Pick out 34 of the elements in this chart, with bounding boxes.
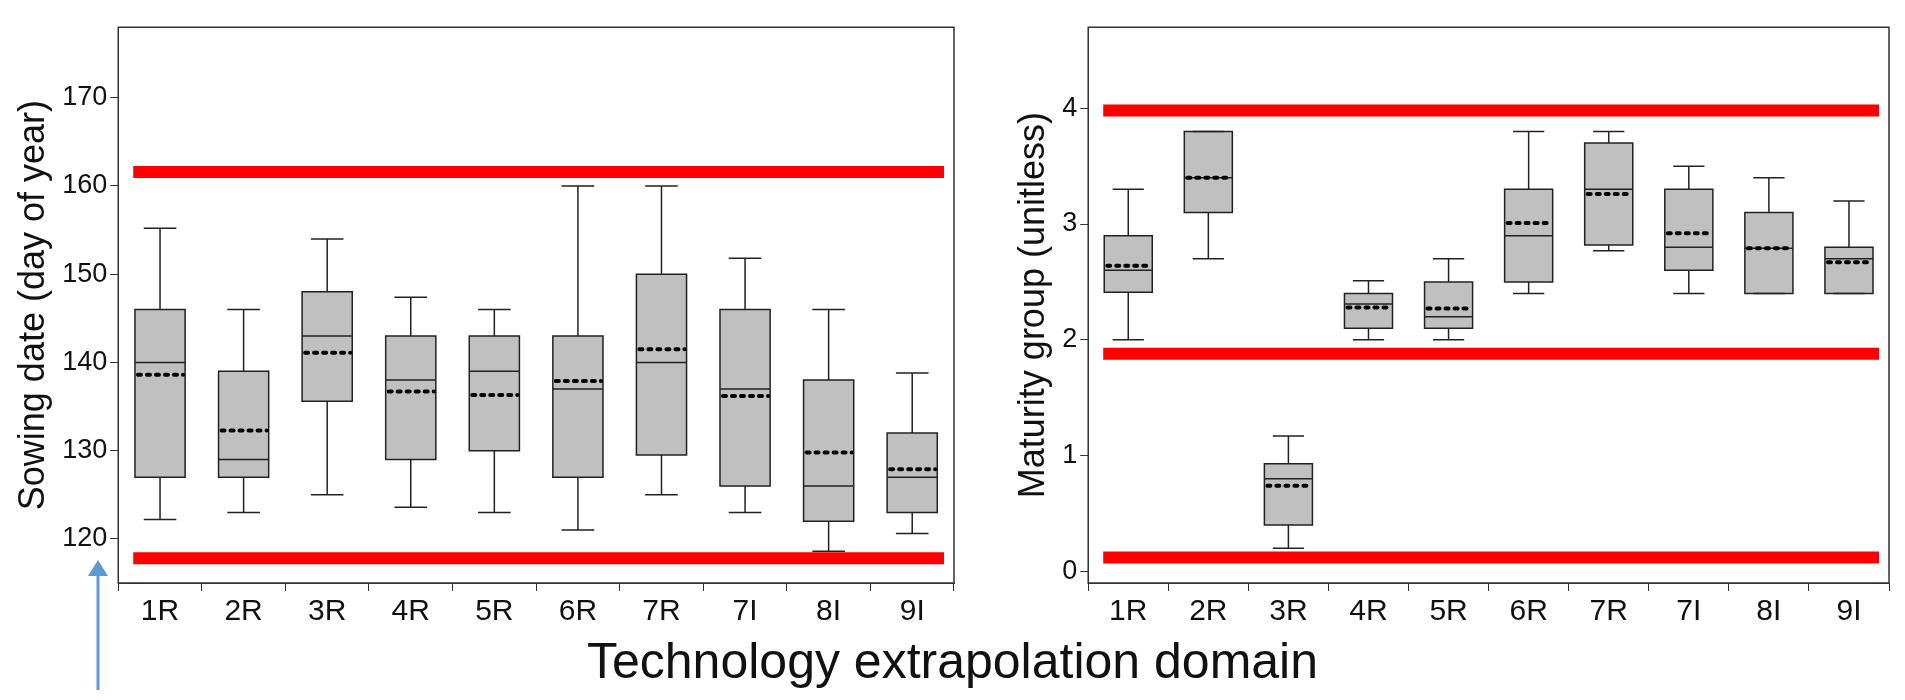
y-tick-label: 170 [62,81,108,112]
y-tick-label: 1 [1062,439,1078,470]
x-tick-label: 3R [308,593,347,627]
x-tick-label: 8I [1756,593,1782,627]
x-tick-label: 7I [732,593,758,627]
y-tick-label: 140 [62,345,108,376]
x-tick-label: 5R [1429,593,1468,627]
y-tick-label: 2 [1062,323,1078,354]
x-tick-label: 2R [224,593,263,627]
y-axis-title: Sowing date (day of year) [10,99,52,511]
x-tick-label: 6R [1509,593,1548,627]
x-tick-label: 4R [1349,593,1388,627]
y-tick-label: 160 [62,169,108,200]
x-tick-label: 9I [1836,593,1862,627]
y-tick-label: 120 [62,522,108,553]
x-tick-label: 1R [140,593,180,627]
x-tick-label: 7I [1676,593,1702,627]
y-axis-title: Maturity group (unitless) [1010,112,1052,499]
x-axis-title: Technology extrapolation domain [586,632,1319,691]
x-tick-label: 3R [1269,593,1308,627]
x-tick-label: 7R [642,593,681,627]
x-tick-label: 1R [1109,593,1148,627]
x-tick-label: 9I [899,593,925,627]
x-tick-label: 7R [1589,593,1628,627]
x-tick-label: 8I [816,593,842,627]
x-tick-label: 2R [1189,593,1228,627]
y-tick-label: 150 [62,257,108,288]
y-tick-label: 3 [1062,207,1078,238]
y-tick-label: 4 [1062,91,1078,122]
x-tick-label: 5R [475,593,514,627]
y-tick-label: 0 [1062,554,1078,585]
x-tick-label: 6R [558,593,598,627]
y-tick-label: 130 [62,434,108,465]
x-tick-label: 4R [391,593,430,627]
